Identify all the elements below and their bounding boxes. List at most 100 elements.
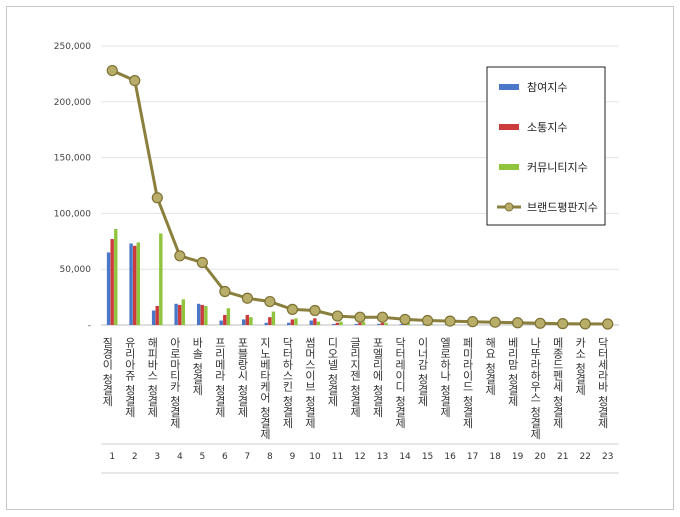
bar (181, 299, 186, 325)
y-tick-label: - (88, 321, 91, 331)
x-category-label: 메종드펜세 청결제 (551, 337, 564, 429)
bar (129, 243, 133, 325)
line-marker (219, 285, 231, 298)
x-index-label: 17 (467, 452, 478, 462)
bar (114, 229, 118, 325)
bar (332, 323, 336, 325)
x-index-label: 15 (422, 452, 433, 462)
line-marker (196, 256, 208, 269)
line-marker (331, 310, 344, 322)
bar (294, 318, 298, 325)
bar (110, 239, 114, 325)
x-category-label: 닥터레이디 청결제 (394, 337, 407, 429)
bar (226, 308, 231, 325)
line-marker (174, 250, 186, 262)
x-index-label: 9 (290, 452, 296, 462)
brand-reputation-chart: - 50,000 100,000 150,000 200,000 250,000 질경이 청… (54, 42, 619, 474)
x-index-label: 7 (245, 452, 251, 462)
bar (106, 252, 111, 325)
x-category-label: 디오넬 청결제 (326, 337, 339, 407)
bar (174, 303, 178, 325)
legend-swatch-marker (504, 202, 514, 212)
x-category-label: 바솔 청결제 (191, 337, 204, 396)
x-category-label: 해피바스 청결제 (146, 336, 159, 418)
bar (361, 321, 366, 325)
bar (204, 306, 208, 325)
line-marker (309, 304, 321, 317)
bar (219, 320, 223, 325)
bar (151, 310, 156, 325)
x-category-label: 포엘리에 청결제 (371, 337, 384, 418)
bar (335, 322, 340, 325)
line-marker (512, 317, 524, 329)
line-marker (354, 311, 366, 323)
chart-frame: - 50,000 100,000 150,000 200,000 250,000 질경이 청… (6, 6, 674, 510)
bar (249, 317, 253, 325)
x-index-label: 5 (199, 452, 205, 462)
x-category-label: 프리메라 청결제 (213, 337, 226, 418)
x-index-label: 16 (444, 452, 456, 462)
y-tick-label: 50,000 (60, 265, 92, 275)
x-category-label: 닥터하스킨 청결제 (281, 337, 294, 429)
bar (290, 319, 295, 325)
legend-swatch (499, 84, 519, 90)
legend-swatch (499, 124, 519, 130)
x-index-label: 3 (154, 452, 160, 462)
bar (245, 314, 249, 325)
line-marker (241, 292, 253, 304)
x-index-label: 4 (177, 452, 183, 462)
x-index-label: 13 (377, 452, 388, 462)
bar (313, 318, 317, 325)
x-category-label: 엘로하나 청결제 (439, 337, 452, 418)
x-category-label: 지노베타케어 청결제 (258, 337, 271, 440)
x-index-label: 22 (579, 452, 590, 462)
bar (132, 245, 137, 325)
bar (287, 322, 291, 325)
x-category-label: 썸머스이브 청결제 (303, 337, 316, 429)
bar (354, 323, 358, 325)
legend-label: 브랜드평판지수 (527, 201, 598, 214)
x-index-label: 8 (267, 452, 273, 462)
line-marker (579, 318, 591, 330)
legend-label: 소통지수 (527, 121, 567, 134)
line-marker (399, 313, 411, 326)
line-marker (286, 303, 299, 315)
y-tick-label: 150,000 (54, 154, 91, 164)
x-index-label: 18 (489, 452, 501, 462)
x-category-label: 유리아쥬 청결제 (123, 337, 136, 418)
x-category-label: 나뚜라하우스 청결제 (529, 337, 542, 440)
y-tick-label: 200,000 (54, 98, 91, 108)
y-tick-label: 250,000 (54, 42, 91, 52)
line-marker (421, 314, 434, 327)
bar (399, 324, 404, 325)
x-category-label: 글리지젠 청결제 (349, 337, 362, 418)
x-category-label: 카소 청결제 (574, 337, 587, 396)
x-category-label: 포블랑시 청결제 (236, 337, 249, 418)
bar (200, 304, 204, 325)
bar (316, 321, 321, 325)
bar (271, 311, 276, 325)
x-category-label: 해요 청결제 (484, 336, 497, 396)
bar (241, 319, 246, 325)
x-index-label: 10 (309, 452, 321, 462)
line-marker (129, 74, 141, 87)
x-category-label: 페미라이드 청결제 (461, 337, 474, 429)
x-category-label: 질경이 청결제 (101, 337, 114, 407)
bar (268, 317, 272, 325)
bar (406, 323, 411, 325)
bar (377, 323, 381, 325)
x-index-label: 11 (332, 452, 343, 462)
x-category-label: 닥터세라바 청결제 (596, 337, 609, 429)
line-marker (489, 316, 501, 328)
line-marker (106, 64, 118, 77)
x-index-label: 19 (512, 452, 524, 462)
line-marker (376, 311, 389, 323)
line-marker (151, 192, 163, 204)
bar (358, 322, 362, 325)
legend-box (486, 66, 606, 226)
line-marker (557, 318, 569, 330)
bar (384, 322, 388, 325)
x-category-label: 아로마티카 청결제 (168, 337, 181, 429)
y-tick-label: 100,000 (54, 209, 91, 219)
bar (155, 306, 159, 325)
